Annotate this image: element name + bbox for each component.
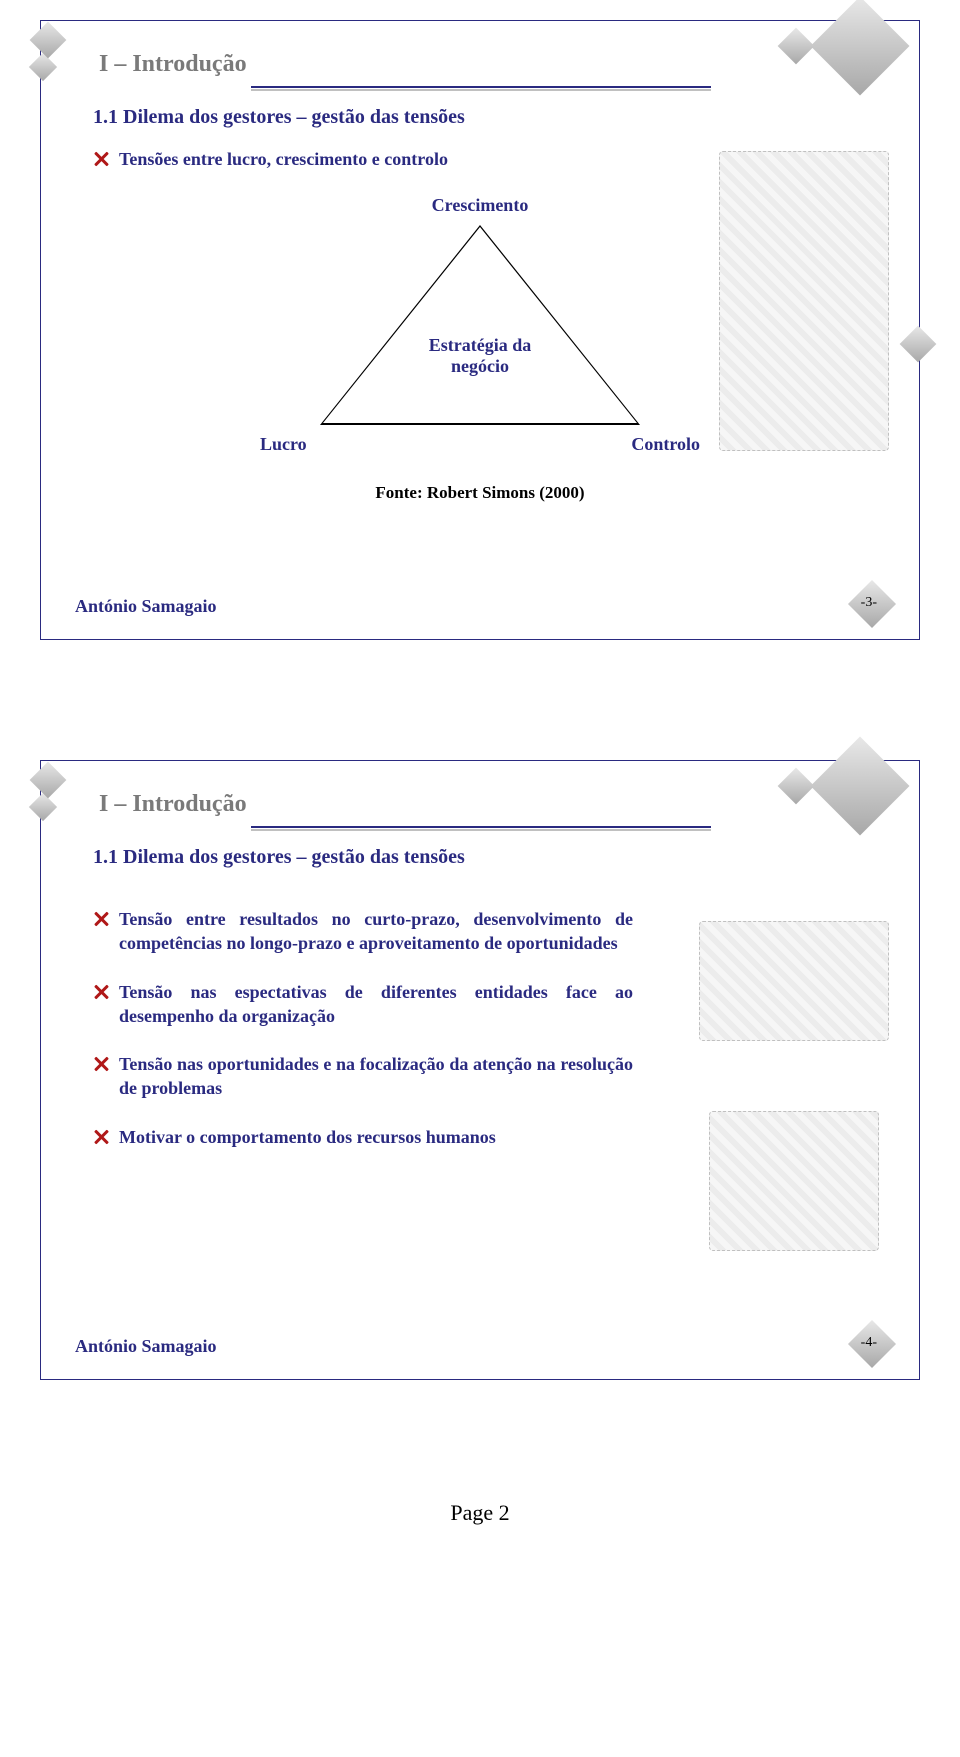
bullet-text: Tensão nas espectativas de diferentes en… xyxy=(119,980,633,1029)
clipart-person-thinking xyxy=(719,151,889,451)
author-label: António Samagaio xyxy=(75,596,217,617)
triangle-center-line2: negócio xyxy=(451,356,509,376)
x-bullet-icon xyxy=(93,1129,109,1145)
slide-number: -3- xyxy=(861,595,877,611)
decor-diamond xyxy=(29,793,57,821)
x-bullet-icon xyxy=(93,1056,109,1072)
bullet-text: Tensão nas oportunidades e na focalizaçã… xyxy=(119,1052,633,1101)
decor-diamond xyxy=(811,0,910,95)
slide-subtitle: 1.1 Dilema dos gestores – gestão das ten… xyxy=(93,846,879,869)
x-bullet-icon xyxy=(93,151,109,167)
x-bullet-icon xyxy=(93,911,109,927)
author-label: António Samagaio xyxy=(75,1336,217,1357)
section-heading: I – Introdução xyxy=(99,791,879,818)
triangle-bottom-right-label: Controlo xyxy=(631,434,700,455)
clipart-boss-desk xyxy=(699,921,889,1041)
decor-diamond xyxy=(29,53,57,81)
triangle-top-label: Crescimento xyxy=(432,195,529,216)
page-footer: Page 2 xyxy=(0,1500,960,1526)
bullet-item: Tensões entre lucro, crescimento e contr… xyxy=(93,147,733,171)
triangle-center-line1: Estratégia da xyxy=(429,335,532,355)
slide-subtitle: 1.1 Dilema dos gestores – gestão das ten… xyxy=(93,106,879,129)
triangle-diagram: Crescimento Estratégia da negócio Lucro … xyxy=(220,195,740,455)
section-heading: I – Introdução xyxy=(99,51,879,78)
x-bullet-icon xyxy=(93,984,109,1000)
triangle-center-label: Estratégia da negócio xyxy=(429,335,532,377)
decor-diamond xyxy=(811,737,910,836)
heading-rule xyxy=(251,826,711,828)
clipart-worker-writing xyxy=(709,1111,879,1251)
bullet-item: Motivar o comportamento dos recursos hum… xyxy=(93,1125,633,1149)
bullet-item: Tensão entre resultados no curto-prazo, … xyxy=(93,907,633,956)
source-citation: Fonte: Robert Simons (2000) xyxy=(81,483,879,503)
slide-4: I – Introdução 1.1 Dilema dos gestores –… xyxy=(40,760,920,1380)
triangle-bottom-left-label: Lucro xyxy=(260,434,307,455)
triangle-fill xyxy=(323,227,637,423)
bullet-text: Tensão entre resultados no curto-prazo, … xyxy=(119,907,633,956)
heading-rule xyxy=(251,86,711,88)
slide-number: -4- xyxy=(861,1335,877,1351)
decor-diamond xyxy=(30,762,67,799)
bullet-text: Tensões entre lucro, crescimento e contr… xyxy=(119,147,448,171)
bullet-text: Motivar o comportamento dos recursos hum… xyxy=(119,1125,496,1149)
slide-3: I – Introdução 1.1 Dilema dos gestores –… xyxy=(40,20,920,640)
bullet-item: Tensão nas oportunidades e na focalizaçã… xyxy=(93,1052,633,1101)
decor-diamond xyxy=(900,326,937,363)
decor-diamond xyxy=(30,22,67,59)
bullet-item: Tensão nas espectativas de diferentes en… xyxy=(93,980,633,1029)
